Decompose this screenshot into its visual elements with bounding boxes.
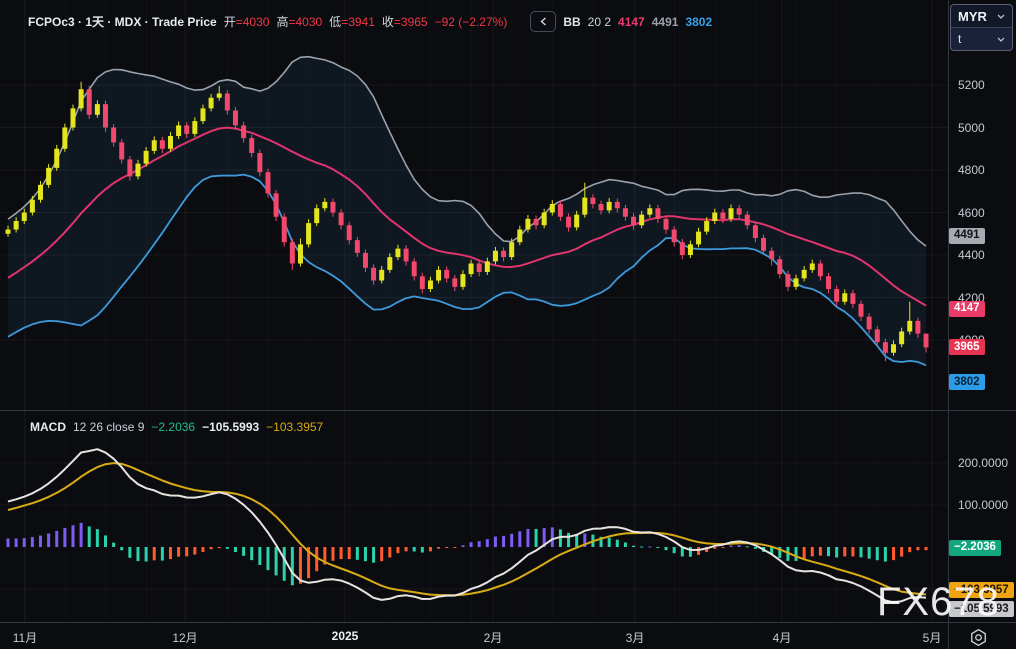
macd-badge: −2.2036 <box>949 539 1001 556</box>
price-axis-label: 4600 <box>958 205 985 220</box>
chevron-down-icon <box>997 14 1005 19</box>
bb-basis-value: 4147 <box>618 14 645 29</box>
bb-upper-value: 4491 <box>651 14 679 29</box>
watermark: FX678 <box>877 580 1000 624</box>
ohlc-label: 开 <box>223 15 236 29</box>
ohlc-pair: 低 =3941 <box>329 13 375 30</box>
currency-select[interactable]: MYR <box>951 5 1012 27</box>
ohlc-pair: 高 =4030 <box>276 13 322 30</box>
time-axis-label: 5月 <box>922 631 942 645</box>
macd-badge: −105.5993 <box>949 601 1014 618</box>
symbol-title: FCPOc3 · 1天 · MDX · Trade Price <box>28 15 217 29</box>
time-axis-label: 3月 <box>625 631 645 645</box>
time-axis-label: 11月 <box>12 631 38 645</box>
chevron-left-icon <box>540 17 546 26</box>
time-scale[interactable]: 11月 12月 2025 2月 3月 4月 5月 <box>0 623 1016 649</box>
price-axis-label: 5000 <box>958 120 985 135</box>
currency-value: MYR <box>958 8 987 24</box>
ohlc-pair: 开 =4030 <box>224 13 270 30</box>
price-badge: 3802 <box>949 374 985 391</box>
ohlc-value: =3941 <box>341 14 375 29</box>
macd-axis-label: 100.0000 <box>958 498 1009 512</box>
bb-indicator-name[interactable]: BB <box>563 14 581 29</box>
ohlc-pair: 收 =3965 <box>382 13 428 30</box>
ohlc-label: 收 <box>381 15 394 29</box>
price-badge: 4491 <box>949 227 985 244</box>
unit-select[interactable]: t <box>951 27 1012 50</box>
macd-badge: −103.3957 <box>949 582 1014 599</box>
ohlc-values: 开 =4030 高 =4030 低 =3941 收 =3965 <box>224 13 428 30</box>
macd-indicator-name[interactable]: MACD <box>30 420 66 434</box>
price-badge: 4147 <box>949 300 985 317</box>
bb-indicator-params: 20 2 <box>587 14 612 29</box>
ohlc-value: =4030 <box>235 14 270 29</box>
time-axis-label: 2月 <box>483 631 503 645</box>
time-axis-label: 2025 <box>331 629 359 643</box>
price-axis-label: 4400 <box>958 248 985 262</box>
time-axis-label: 12月 <box>172 631 198 645</box>
settings-icon[interactable] <box>969 628 988 647</box>
currency-unit-dropdown: MYR t <box>950 4 1013 51</box>
chevron-down-icon <box>997 37 1005 42</box>
change-value: −92 (−2.27%) <box>434 14 508 29</box>
macd-legend: MACD 12 26 close 9 −2.2036 −105.5993 −10… <box>30 420 323 434</box>
ohlc-label: 高 <box>276 15 289 29</box>
time-axis-label: 4月 <box>772 631 792 645</box>
ohlc-value: =3965 <box>393 14 428 29</box>
price-axis-label: 4800 <box>958 163 985 177</box>
price-badge: 3965 <box>949 339 985 356</box>
macd-line-value: −105.5993 <box>202 420 260 434</box>
main-legend: FCPOc3 · 1天 · MDX · Trade Price 开 =4030 高 =… <box>28 11 712 32</box>
price-scale[interactable]: 5200500048004600440042004000200.0000100.… <box>948 0 1016 622</box>
unit-value: t <box>958 32 962 46</box>
macd-indicator-params: 12 26 close 9 <box>73 420 145 434</box>
price-axis-label: 5200 <box>958 78 985 92</box>
macd-axis-label: 200.0000 <box>958 456 1009 470</box>
macd-hist-value: −2.2036 <box>151 420 196 434</box>
collapse-legend-button[interactable] <box>530 11 557 32</box>
ohlc-value: =4030 <box>288 14 323 29</box>
ohlc-label: 低 <box>329 15 342 29</box>
bb-lower-value: 3802 <box>685 14 713 29</box>
macd-signal-value: −103.3957 <box>266 420 324 434</box>
